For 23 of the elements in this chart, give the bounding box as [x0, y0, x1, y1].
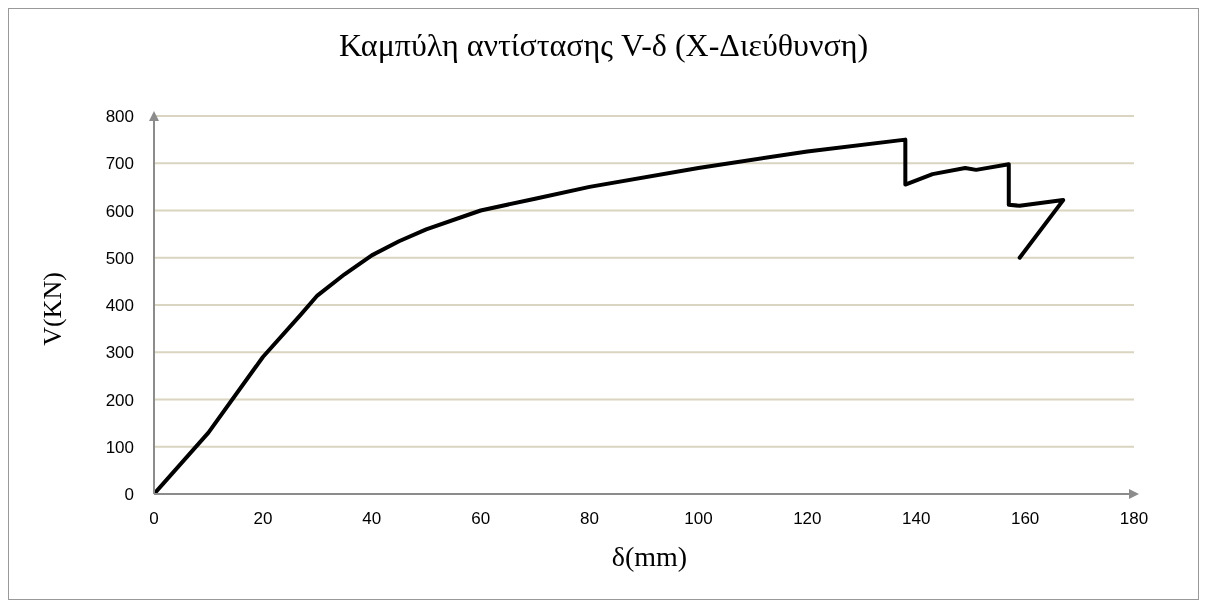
y-tick-label: 800: [105, 107, 134, 127]
x-tick-label: 160: [1010, 509, 1040, 529]
y-tick-label: 0: [124, 485, 134, 505]
x-axis-title: δ(mm): [610, 541, 689, 573]
chart-title: Καμπύλη αντίστασης V-δ (Χ-Διεύθυνση): [337, 27, 870, 64]
y-tick-label: 200: [105, 390, 134, 410]
line-series: [154, 137, 1066, 494]
y-tick-label: 400: [105, 296, 134, 316]
x-tick-label: 80: [580, 509, 600, 529]
x-tick-label: 0: [149, 509, 159, 529]
x-tick-label: 20: [253, 509, 273, 529]
y-tick-label: 700: [105, 154, 134, 174]
y-tick-label: 500: [105, 248, 134, 268]
x-tick-label: 120: [793, 509, 822, 529]
x-tick-label: 100: [684, 509, 713, 529]
x-tick-label: 140: [902, 509, 931, 529]
y-tick-label: 300: [105, 343, 134, 363]
y-axis-title: V(KN): [38, 271, 68, 348]
x-tick-label: 40: [362, 509, 382, 529]
y-tick-label: 600: [105, 201, 134, 221]
y-tick-label: 100: [105, 437, 134, 457]
x-tick-label: 60: [471, 509, 491, 529]
x-tick-label: 180: [1119, 509, 1149, 529]
